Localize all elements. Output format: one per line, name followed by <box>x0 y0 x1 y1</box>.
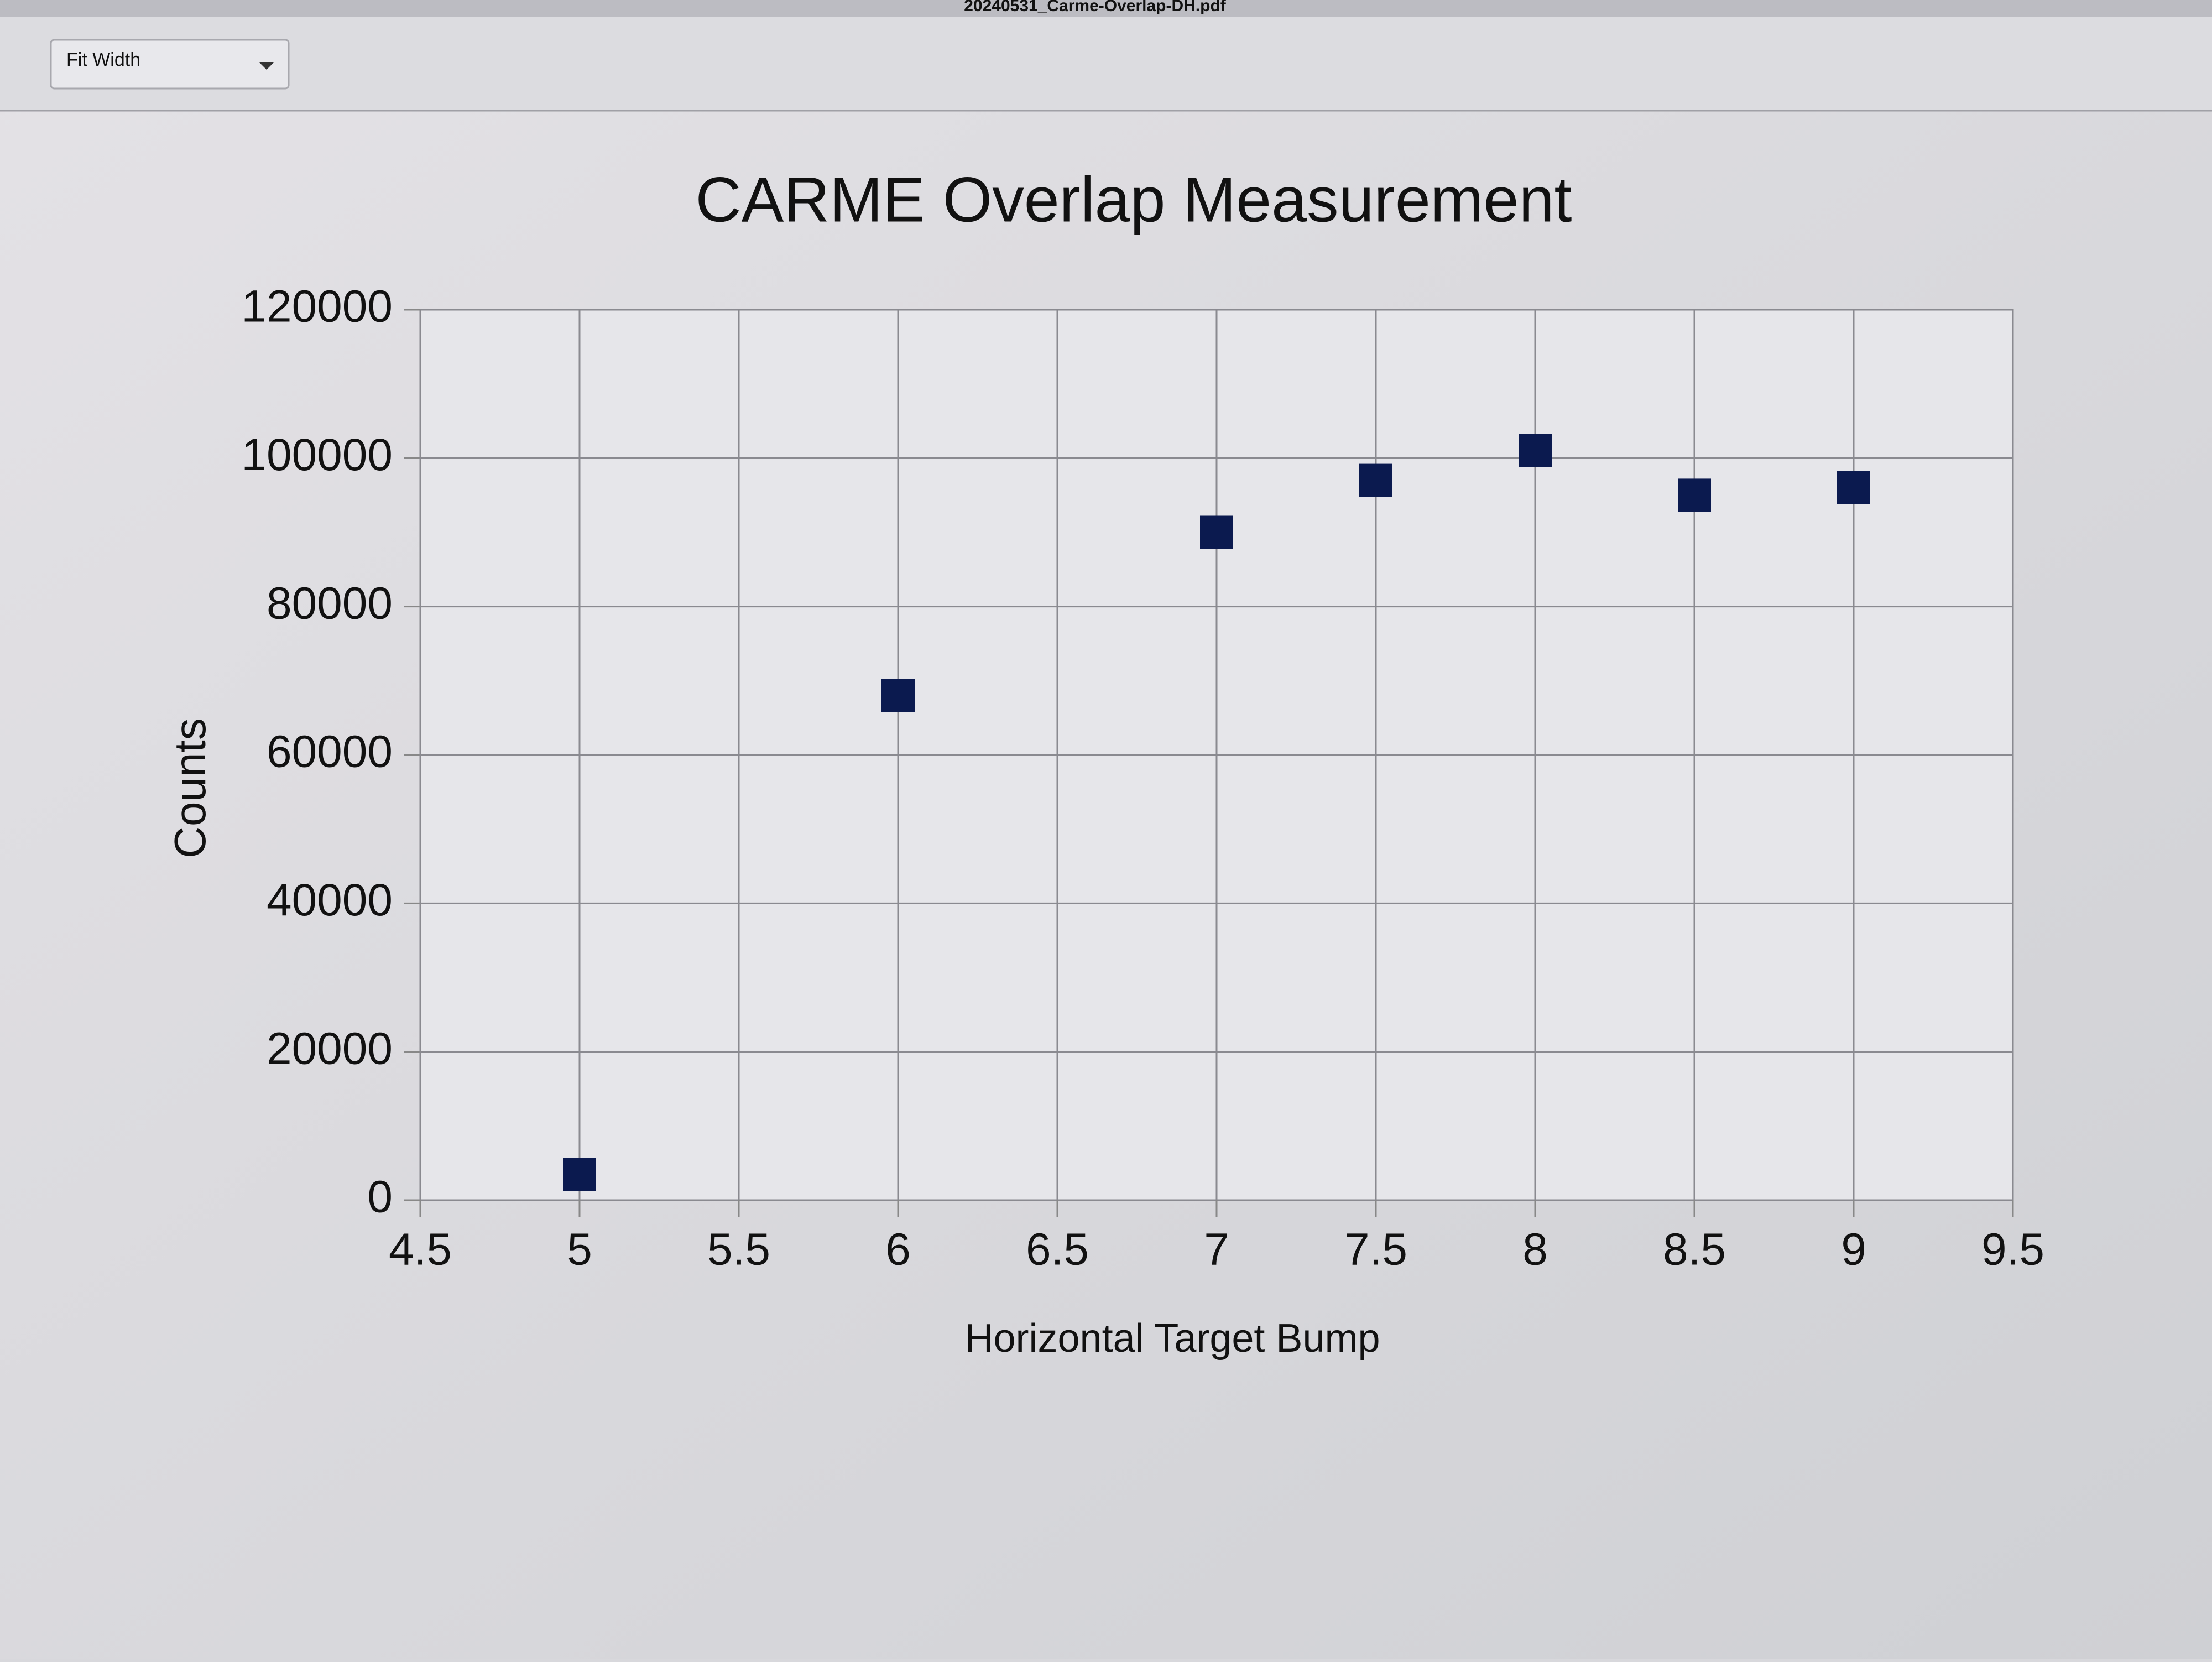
x-axis-label: Horizontal Target Bump <box>964 1316 1380 1361</box>
data-point <box>1837 471 1870 504</box>
data-point <box>563 1158 596 1191</box>
x-tick-label: 9.5 <box>1981 1225 2044 1275</box>
y-tick-label: 100000 <box>241 430 393 480</box>
x-tick-label: 7.5 <box>1344 1225 1407 1275</box>
x-tick-label: 4.5 <box>389 1225 452 1275</box>
x-tick-label: 7 <box>1204 1225 1229 1275</box>
data-point <box>1519 434 1552 467</box>
data-point <box>1678 478 1711 512</box>
y-axis-label: Counts <box>165 718 215 858</box>
x-tick-label: 8 <box>1522 1225 1548 1275</box>
zoom-box[interactable] <box>50 39 290 90</box>
x-tick-label: 6 <box>885 1225 911 1275</box>
zoom-label[interactable]: Fit Width <box>66 49 140 70</box>
data-point <box>1200 515 1233 549</box>
toolbar <box>0 17 2212 111</box>
data-point <box>1359 463 1392 497</box>
window-title: 20240531_Carme-Overlap-DH.pdf <box>964 0 1227 15</box>
zoom-dropdown[interactable]: Fit Width <box>50 39 290 90</box>
x-tick-label: 9 <box>1841 1225 1866 1275</box>
chart-title: CARME Overlap Measurement <box>696 164 1572 235</box>
y-tick-label: 120000 <box>241 282 393 332</box>
y-tick-label: 60000 <box>267 727 393 777</box>
x-tick-label: 6.5 <box>1026 1225 1089 1275</box>
x-tick-label: 5 <box>567 1225 592 1275</box>
y-tick-label: 80000 <box>267 578 393 628</box>
x-tick-label: 5.5 <box>707 1225 770 1275</box>
title-bar <box>0 0 2212 17</box>
x-tick-label: 8.5 <box>1663 1225 1726 1275</box>
y-tick-label: 40000 <box>267 875 393 925</box>
y-tick-label: 0 <box>367 1172 393 1222</box>
y-tick-label: 20000 <box>267 1023 393 1074</box>
dropdown-arrow[interactable] <box>259 62 274 70</box>
data-point <box>881 679 915 712</box>
